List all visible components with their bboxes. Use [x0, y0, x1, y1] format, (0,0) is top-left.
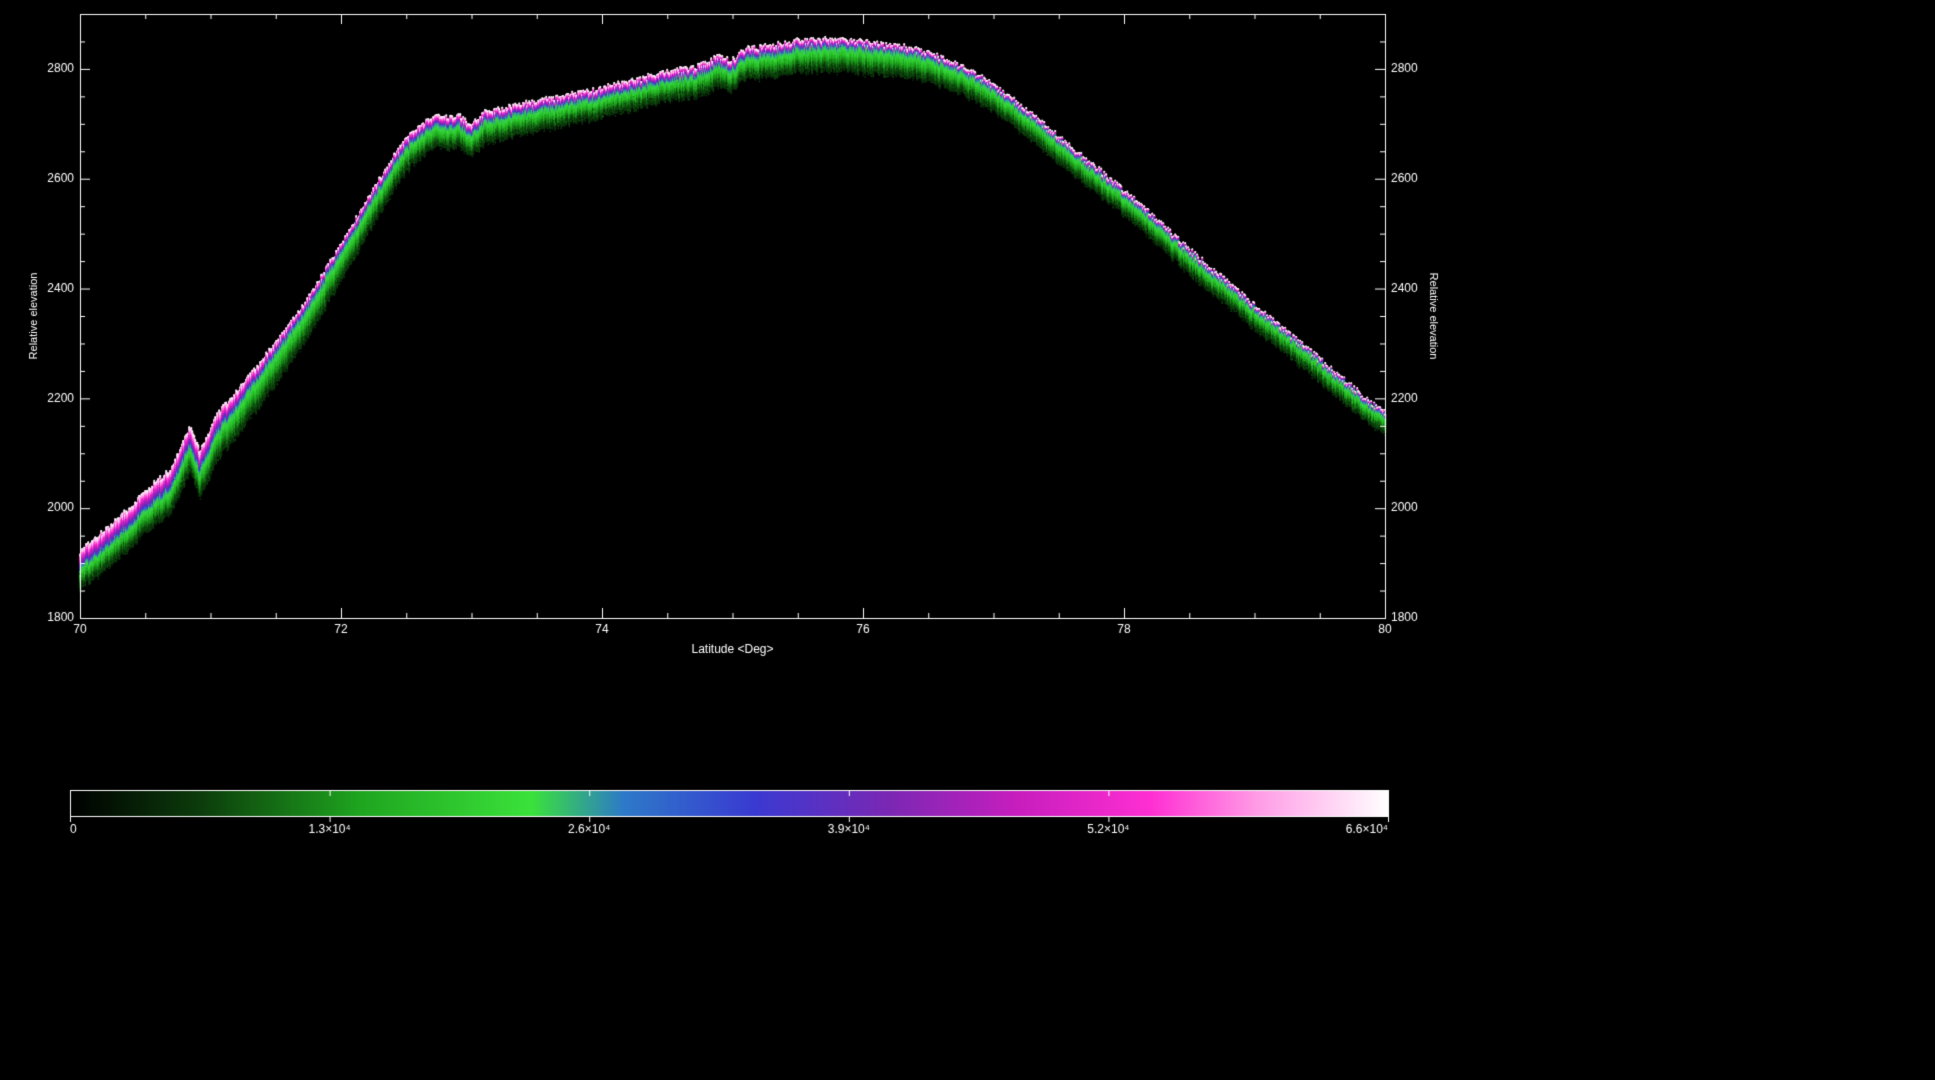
elevation-density-plot	[0, 0, 1935, 1080]
